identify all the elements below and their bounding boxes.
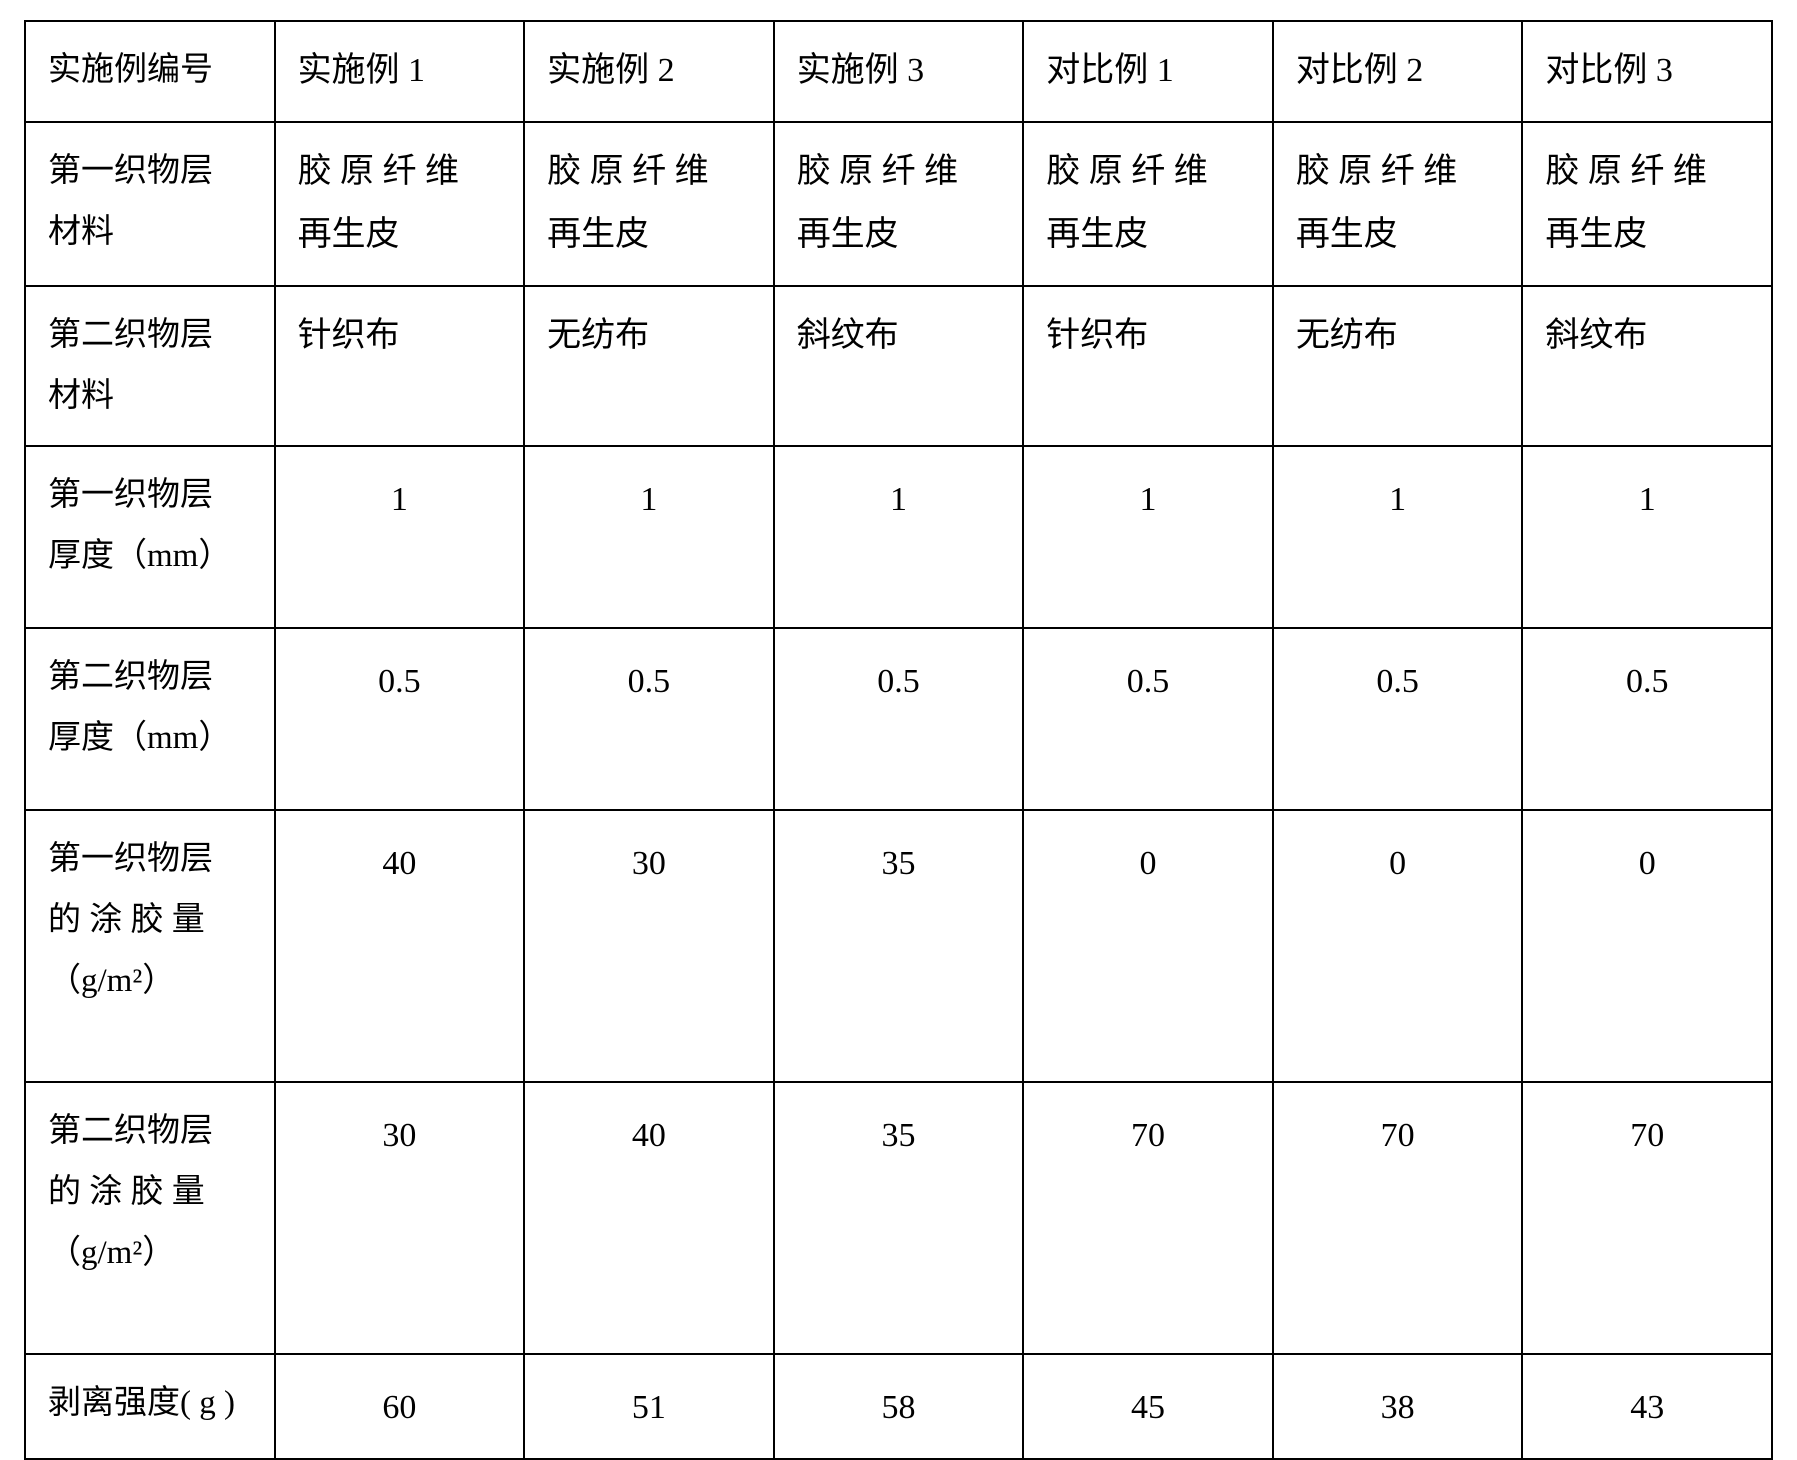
header-cell: 实施例 1 — [275, 21, 525, 122]
table-header-row: 实施例编号 实施例 1 实施例 2 实施例 3 对比例 1 对比例 2 对比例 … — [25, 21, 1772, 122]
data-cell: 0.5 — [1522, 628, 1772, 810]
data-cell: 1 — [275, 446, 525, 628]
data-cell: 1 — [1273, 446, 1523, 628]
data-cell: 胶 原 纤 维 再生皮 — [1522, 122, 1772, 286]
data-cell: 40 — [524, 1082, 774, 1354]
table-row: 第一织物层 的 涂 胶 量 （g/m²） 40 30 35 0 0 0 — [25, 810, 1772, 1082]
data-cell: 1 — [1522, 446, 1772, 628]
header-cell: 对比例 1 — [1023, 21, 1273, 122]
table-row: 第二织物层 的 涂 胶 量 （g/m²） 30 40 35 70 70 70 — [25, 1082, 1772, 1354]
data-cell: 胶 原 纤 维 再生皮 — [1023, 122, 1273, 286]
data-cell: 60 — [275, 1354, 525, 1459]
header-cell-label: 实施例编号 — [25, 21, 275, 122]
data-cell: 35 — [774, 810, 1024, 1082]
data-cell: 30 — [524, 810, 774, 1082]
table-row: 第一织物层 材料 胶 原 纤 维 再生皮 胶 原 纤 维 再生皮 胶 原 纤 维… — [25, 122, 1772, 286]
data-cell: 70 — [1522, 1082, 1772, 1354]
data-cell: 胶 原 纤 维 再生皮 — [524, 122, 774, 286]
data-cell: 30 — [275, 1082, 525, 1354]
data-cell: 1 — [524, 446, 774, 628]
data-cell: 58 — [774, 1354, 1024, 1459]
table-row: 第一织物层 厚度（mm） 1 1 1 1 1 1 — [25, 446, 1772, 628]
header-cell: 对比例 3 — [1522, 21, 1772, 122]
data-cell: 1 — [774, 446, 1024, 628]
row-label: 第一织物层 的 涂 胶 量 （g/m²） — [25, 810, 275, 1082]
data-cell: 胶 原 纤 维 再生皮 — [774, 122, 1024, 286]
data-cell: 0 — [1522, 810, 1772, 1082]
data-cell: 0.5 — [774, 628, 1024, 810]
data-cell: 胶 原 纤 维 再生皮 — [275, 122, 525, 286]
data-cell: 无纺布 — [524, 286, 774, 446]
data-cell: 0.5 — [1023, 628, 1273, 810]
row-label: 第二织物层 厚度（mm） — [25, 628, 275, 810]
data-cell: 0 — [1273, 810, 1523, 1082]
data-cell: 43 — [1522, 1354, 1772, 1459]
data-cell: 胶 原 纤 维 再生皮 — [1273, 122, 1523, 286]
table-row: 第二织物层 材料 针织布 无纺布 斜纹布 针织布 无纺布 斜纹布 — [25, 286, 1772, 446]
data-cell: 0.5 — [275, 628, 525, 810]
data-cell: 70 — [1273, 1082, 1523, 1354]
header-cell: 实施例 2 — [524, 21, 774, 122]
table-row: 第二织物层 厚度（mm） 0.5 0.5 0.5 0.5 0.5 0.5 — [25, 628, 1772, 810]
data-cell: 针织布 — [275, 286, 525, 446]
data-cell: 0.5 — [1273, 628, 1523, 810]
data-cell: 斜纹布 — [1522, 286, 1772, 446]
table-row: 剥离强度( g ) 60 51 58 45 38 43 — [25, 1354, 1772, 1459]
data-cell: 38 — [1273, 1354, 1523, 1459]
row-label: 第一织物层 厚度（mm） — [25, 446, 275, 628]
row-label: 第二织物层 的 涂 胶 量 （g/m²） — [25, 1082, 275, 1354]
data-cell: 针织布 — [1023, 286, 1273, 446]
row-label: 第一织物层 材料 — [25, 122, 275, 286]
data-table: 实施例编号 实施例 1 实施例 2 实施例 3 对比例 1 对比例 2 对比例 … — [24, 20, 1773, 1460]
data-cell: 40 — [275, 810, 525, 1082]
data-cell: 70 — [1023, 1082, 1273, 1354]
header-cell: 实施例 3 — [774, 21, 1024, 122]
row-label: 剥离强度( g ) — [25, 1354, 275, 1459]
row-label: 第二织物层 材料 — [25, 286, 275, 446]
data-cell: 0 — [1023, 810, 1273, 1082]
data-cell: 45 — [1023, 1354, 1273, 1459]
data-cell: 51 — [524, 1354, 774, 1459]
data-cell: 无纺布 — [1273, 286, 1523, 446]
data-cell: 35 — [774, 1082, 1024, 1354]
data-cell: 斜纹布 — [774, 286, 1024, 446]
data-cell: 1 — [1023, 446, 1273, 628]
data-cell: 0.5 — [524, 628, 774, 810]
page-wrap: 实施例编号 实施例 1 实施例 2 实施例 3 对比例 1 对比例 2 对比例 … — [0, 0, 1797, 1395]
header-cell: 对比例 2 — [1273, 21, 1523, 122]
